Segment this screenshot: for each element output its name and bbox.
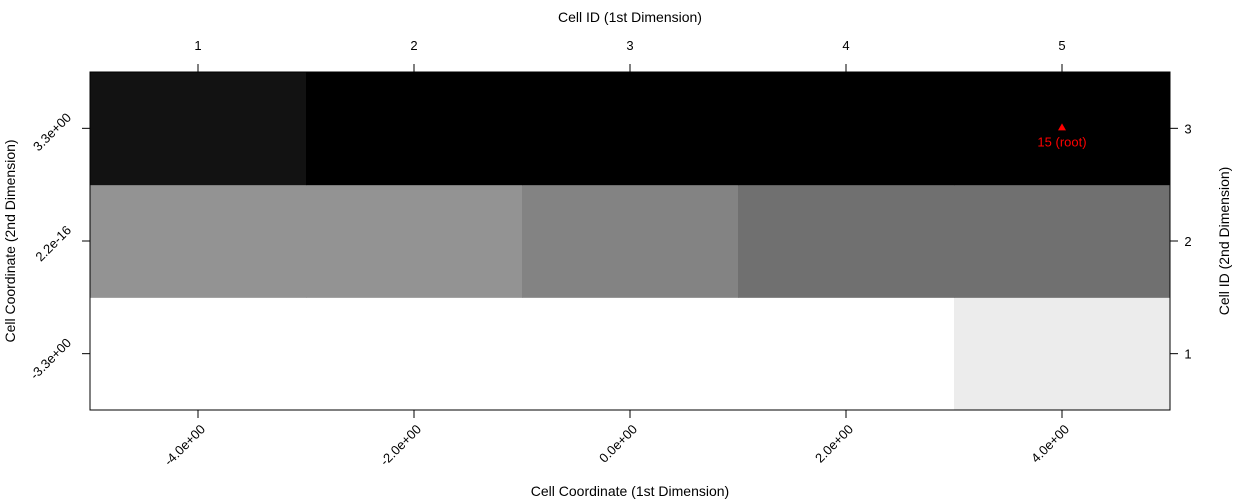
y-axis-label-left: Cell Coordinate (2nd Dimension) <box>2 139 18 342</box>
bottom-tick-label: 4.0e+00 <box>1028 422 1072 466</box>
annotation-label: 15 (root) <box>1037 134 1086 149</box>
heatmap-cell <box>738 297 955 411</box>
heatmap-cell <box>522 72 739 186</box>
heatmap-cells <box>90 72 1171 411</box>
bottom-tick-label: -2.0e+00 <box>377 422 424 469</box>
heatmap-cell <box>738 184 955 298</box>
x-axis-label-bottom: Cell Coordinate (1st Dimension) <box>531 483 729 499</box>
right-tick-label: 2 <box>1184 234 1191 249</box>
left-tick-label: 2.2e-16 <box>32 223 74 265</box>
top-tick-label: 2 <box>410 38 417 53</box>
y-axis-label-right: Cell ID (2nd Dimension) <box>1216 167 1232 316</box>
bottom-tick-label: 0.0e+00 <box>596 422 640 466</box>
root-marker-icon <box>1058 123 1066 131</box>
top-tick-label: 1 <box>194 38 201 53</box>
heatmap-cell <box>522 297 739 411</box>
left-tick-label: 3.3e+00 <box>30 110 74 154</box>
heatmap-cell <box>954 297 1171 411</box>
heatmap-cell <box>954 184 1171 298</box>
right-tick-label: 1 <box>1184 347 1191 362</box>
x-axis-label-top: Cell ID (1st Dimension) <box>558 9 702 25</box>
heatmap-cell <box>738 72 955 186</box>
heatmap-cell <box>90 184 307 298</box>
heatmap-cell <box>306 184 523 298</box>
heatmap-cell <box>306 72 523 186</box>
top-tick-label: 5 <box>1058 38 1065 53</box>
heatmap-cell <box>90 297 307 411</box>
annotations: 15 (root) <box>1037 123 1087 149</box>
top-tick-label: 4 <box>842 38 849 53</box>
heatmap-cell <box>522 184 739 298</box>
left-tick-label: -3.3e+00 <box>27 335 74 382</box>
right-tick-label: 3 <box>1184 121 1191 136</box>
top-tick-label: 3 <box>626 38 633 53</box>
bottom-tick-label: -4.0e+00 <box>161 422 208 469</box>
heatmap-cell <box>90 72 307 186</box>
heatmap-cell <box>306 297 523 411</box>
bottom-tick-label: 2.0e+00 <box>812 422 856 466</box>
